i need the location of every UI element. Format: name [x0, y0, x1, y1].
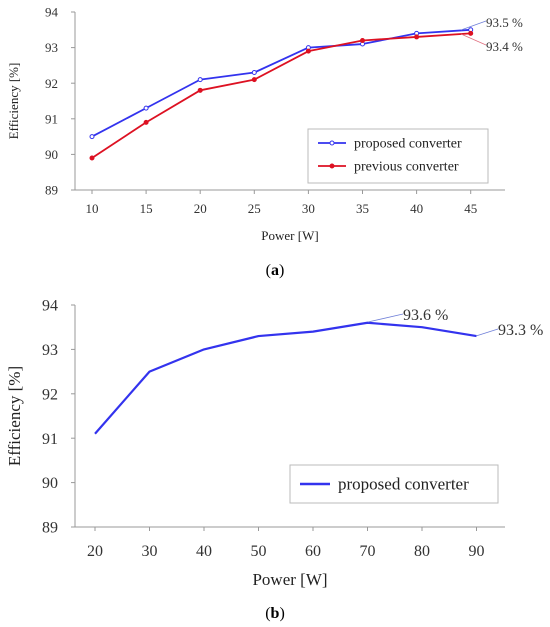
y-tick-label: 91: [42, 431, 58, 448]
x-tick-label: 10: [86, 201, 99, 216]
x-axis-label: Power [W]: [252, 570, 327, 589]
data-point-proposed: [251, 70, 257, 76]
legend-label: proposed converter: [354, 137, 462, 152]
y-tick-label: 89: [42, 520, 58, 537]
x-tick-label: 30: [142, 543, 158, 560]
x-tick-label: 40: [196, 543, 212, 560]
annotation-label: 93.3 %: [498, 322, 543, 339]
legend-label: proposed converter: [338, 475, 469, 494]
x-axis-label: Power [W]: [261, 228, 318, 243]
legend: proposed converter: [289, 464, 499, 504]
y-axis-label: Efficiency [%]: [6, 63, 21, 140]
y-tick-label: 93: [45, 40, 58, 55]
x-tick-label: 35: [356, 201, 369, 216]
data-point-previous: [468, 30, 474, 36]
x-tick-label: 90: [469, 543, 485, 560]
x-tick-label: 60: [305, 543, 321, 560]
data-point-previous: [89, 155, 95, 161]
y-axis-label: Efficiency [%]: [5, 366, 24, 466]
series-line-proposed: [91, 28, 471, 138]
annotation-label: 93.4 %: [486, 39, 523, 54]
chart-panel-b: 89 90 91 92 93 94 20 30 40 50 60 70 80 90 Power [W] Eff…: [5, 298, 543, 589]
x-tick-label: 25: [248, 201, 261, 216]
panel-caption: (a): [266, 262, 285, 279]
y-tick-label: 94: [42, 298, 58, 315]
legend-box: [307, 128, 489, 184]
x-tick-label: 30: [302, 201, 315, 216]
y-tick-label: 92: [42, 386, 58, 403]
data-point-previous: [360, 37, 365, 43]
chart-panel-a: 89 90 91 92 93 94 10 15 20 25 30 35 40 45 Power [W] Eff…: [6, 5, 523, 243]
annotation-label: 93.6 %: [403, 307, 448, 324]
series-line-previous: [91, 32, 471, 159]
x-tick-label: 80: [414, 543, 430, 560]
y-tick-label: 91: [45, 111, 58, 126]
series-line-proposed: [94, 321, 477, 435]
x-tick-label: 40: [410, 201, 423, 216]
data-point-proposed: [197, 77, 203, 83]
data-point-previous: [197, 87, 203, 93]
y-tick-label: 93: [42, 342, 58, 359]
data-point-previous: [251, 77, 257, 83]
x-tick-label: 45: [464, 201, 477, 216]
y-tick-label: 92: [45, 76, 58, 91]
panel-caption: (b): [265, 605, 285, 622]
x-tick-label: 15: [140, 201, 153, 216]
data-point-previous: [414, 34, 420, 40]
data-point-previous: [143, 119, 149, 125]
legend-swatch-marker: [329, 163, 335, 169]
x-tick-label: 70: [360, 543, 376, 560]
x-tick-label: 20: [194, 201, 207, 216]
y-tick-label: 90: [45, 147, 58, 162]
legend-swatch-marker: [329, 140, 335, 146]
annotation-leader: [367, 313, 404, 323]
y-tick-label: 94: [45, 5, 59, 20]
annotation-leader: [460, 20, 487, 31]
x-tick-label: 20: [87, 543, 103, 560]
y-tick-label: 89: [45, 183, 58, 198]
legend-label: previous converter: [354, 160, 459, 175]
annotation-leader: [460, 33, 487, 46]
annotation-label: 93.5 %: [486, 15, 523, 30]
y-tick-label: 90: [42, 475, 58, 492]
legend: proposed converter previous converter: [307, 128, 489, 184]
data-point-previous: [305, 48, 311, 54]
annotation-leader: [475, 328, 499, 337]
x-tick-label: 50: [251, 543, 267, 560]
data-point-proposed: [143, 105, 149, 111]
data-point-proposed: [89, 134, 95, 140]
